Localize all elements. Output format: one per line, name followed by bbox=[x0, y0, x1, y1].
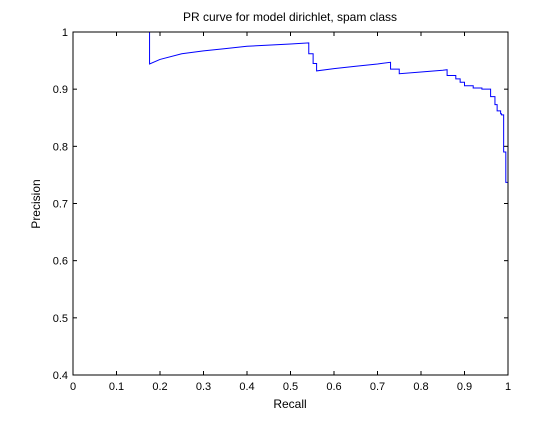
series-layer bbox=[149, 32, 508, 183]
x-tick-label: 0.9 bbox=[457, 381, 472, 393]
y-tick-label: 0.6 bbox=[53, 256, 68, 268]
chart-title: PR curve for model dirichlet, spam class bbox=[183, 10, 397, 24]
x-tick-label: 0.3 bbox=[196, 381, 211, 393]
x-tick-label: 0.5 bbox=[283, 381, 298, 393]
x-tick-label: 0.8 bbox=[413, 381, 428, 393]
plot-area bbox=[73, 32, 508, 375]
x-tick-label: 0.2 bbox=[152, 381, 167, 393]
x-tick-label: 0.4 bbox=[239, 381, 254, 393]
y-tick-label: 0.8 bbox=[53, 141, 68, 153]
y-axis-ticks: 0.4 0.5 0.6 0.7 0.8 0.9 1 bbox=[53, 27, 508, 382]
x-tick-label: 0.7 bbox=[370, 381, 385, 393]
series-line-0 bbox=[149, 32, 508, 183]
y-tick-label: 1 bbox=[62, 27, 68, 39]
y-axis-label: Precision bbox=[29, 179, 43, 228]
x-axis-ticks: 0 0.1 0.2 0.3 0.4 0.5 0.6 0.7 0.8 0.9 1 bbox=[70, 32, 511, 393]
x-tick-label: 0.1 bbox=[109, 381, 124, 393]
x-tick-label: 0 bbox=[70, 381, 76, 393]
x-tick-label: 0.6 bbox=[326, 381, 341, 393]
x-tick-label: 1 bbox=[505, 381, 511, 393]
y-tick-label: 0.4 bbox=[53, 370, 68, 382]
x-axis-label: Recall bbox=[273, 397, 306, 411]
y-tick-label: 0.7 bbox=[53, 199, 68, 211]
y-tick-label: 0.9 bbox=[53, 84, 68, 96]
y-tick-label: 0.5 bbox=[53, 313, 68, 325]
